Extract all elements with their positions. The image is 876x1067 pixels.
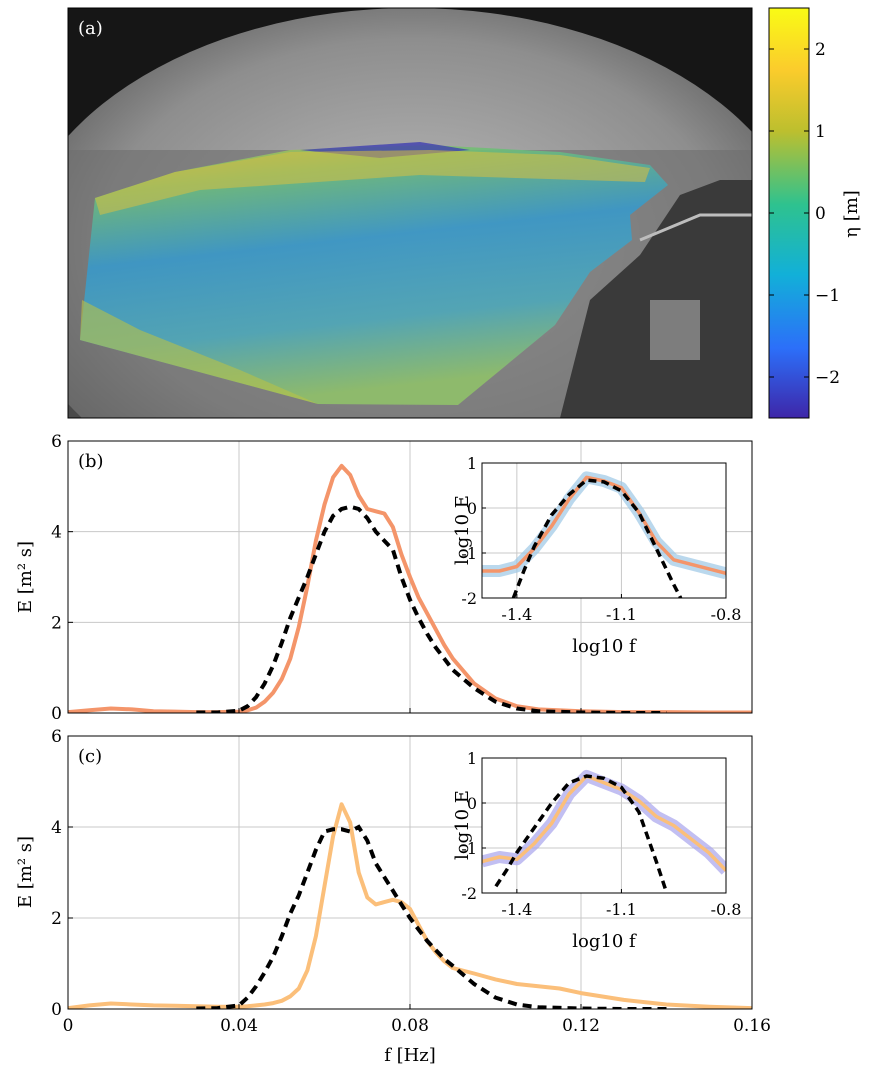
panel-b-dashed-series <box>196 504 667 713</box>
panel-a-frame <box>67 7 753 419</box>
inset-x-tick-label: -0.8 <box>711 605 742 624</box>
panel-a-label: (a) <box>78 18 103 39</box>
x-tick-label: 0.16 <box>733 1016 771 1036</box>
panel-c-dashed-series <box>196 824 667 1009</box>
colorbar-label: η [m] <box>841 190 862 238</box>
panel-a-image: (a) 2 1 0 −1 −2 η [m] <box>67 7 862 419</box>
panel-c-ylabel: E [m² s] <box>15 836 36 908</box>
inset-y-tick-label: 1 <box>467 749 477 768</box>
colorbar-tick-label: −1 <box>815 286 840 306</box>
inset-x-tick-label: -1.4 <box>501 900 532 919</box>
colorbar-ticks: 2 1 0 −1 −2 <box>769 40 840 388</box>
inset-x-tick-label: -1.1 <box>606 605 637 624</box>
panel-c-solid-series <box>68 802 752 1009</box>
colorbar-tick-label: 1 <box>815 122 826 142</box>
inset-y-tick-label: -2 <box>461 589 477 608</box>
elevation-field-near-edge <box>80 300 318 404</box>
y-tick-label: 4 <box>51 818 62 838</box>
panel-b-inset-dashed-series <box>511 478 683 598</box>
inset-y-tick-label: -1 <box>461 839 477 858</box>
panel-b-chart: 0 2 4 6 (b) E [m² s] -1.4 -1.1 -0.8 1 0 -1 -2 log… <box>15 432 753 724</box>
y-tick-label: 4 <box>51 523 62 543</box>
panel-c-inset-ylabel: log10 E <box>452 790 473 860</box>
inset-y-tick-label: 0 <box>467 794 477 813</box>
y-tick-label: 0 <box>51 704 62 724</box>
panel-b-inset-xlabel: log10 f <box>572 636 637 657</box>
panel-c-inset-dashed-series <box>494 774 669 893</box>
panel-c-xlabel: f [Hz] <box>384 1045 436 1066</box>
y-tick-label: 0 <box>51 1000 62 1020</box>
panel-c-ticks: 0 0.04 0.08 0.12 0.16 0 2 4 6 <box>51 727 771 1036</box>
panel-c-inset-frame <box>481 757 727 894</box>
x-tick-label: 0.08 <box>391 1016 429 1036</box>
panel-b-ticks: 0 2 4 6 <box>51 432 753 724</box>
panel-b-ylabel: E [m² s] <box>15 541 36 613</box>
panel-c-inset-xlabel: log10 f <box>572 931 637 952</box>
elevation-field-overlay <box>80 145 668 405</box>
inset-x-tick-label: -0.8 <box>711 900 742 919</box>
panel-b-grid <box>68 441 752 713</box>
panel-c-inset-solid-series <box>482 774 726 872</box>
panel-b-inset-ticks: -1.4 -1.1 -0.8 1 0 -1 -2 <box>461 454 741 624</box>
colorbar <box>768 7 810 419</box>
ship-structure <box>560 180 752 418</box>
panel-b-inset-frame <box>481 462 727 599</box>
x-tick-label: 0 <box>63 1016 74 1036</box>
inset-y-tick-label: 0 <box>467 499 477 518</box>
inset-y-tick-label: -2 <box>461 884 477 903</box>
inset-y-tick-label: -1 <box>461 544 477 563</box>
inset-x-tick-label: -1.4 <box>501 605 532 624</box>
inset-y-tick-label: 1 <box>467 454 477 473</box>
colorbar-tick-label: 2 <box>815 40 826 60</box>
y-tick-label: 2 <box>51 613 62 633</box>
panel-b-label: (b) <box>78 451 104 472</box>
panel-b-inset-ylabel: log10 E <box>452 495 473 565</box>
y-tick-label: 6 <box>51 727 62 747</box>
ship-rail <box>639 213 752 242</box>
colorbar-tick-label: 0 <box>815 204 826 224</box>
colorbar-tick-label: −2 <box>815 368 840 388</box>
panel-c-inset-ticks: -1.4 -1.1 -0.8 1 0 -1 -2 <box>461 749 741 919</box>
ship-deckhouse <box>650 300 700 360</box>
x-tick-label: 0.12 <box>562 1016 600 1036</box>
y-tick-label: 2 <box>51 909 62 929</box>
inset-x-tick-label: -1.1 <box>606 900 637 919</box>
panel-c-label: (c) <box>78 746 102 767</box>
x-tick-label: 0.04 <box>220 1016 258 1036</box>
elevation-field-crest <box>95 150 650 215</box>
panel-c-chart: 0 0.04 0.08 0.12 0.16 0 2 4 6 (c) E [m² s] f [Hz… <box>15 727 771 1066</box>
y-tick-label: 6 <box>51 432 62 452</box>
